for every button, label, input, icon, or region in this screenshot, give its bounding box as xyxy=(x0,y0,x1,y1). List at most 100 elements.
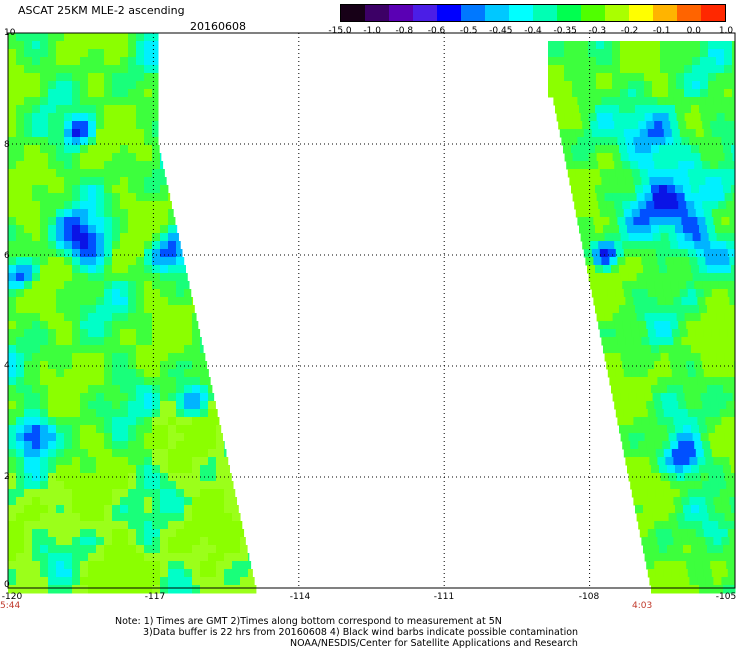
swath-cell xyxy=(705,417,714,426)
swath-cell xyxy=(32,41,41,50)
swath-cell xyxy=(120,65,129,74)
swath-cell xyxy=(144,457,153,466)
swath-cell xyxy=(152,105,159,114)
swath-cell xyxy=(619,425,628,434)
swath-cell xyxy=(80,569,89,578)
swath-cell xyxy=(176,305,185,314)
swath-cell xyxy=(703,449,713,458)
swath-cell xyxy=(655,489,665,498)
swath-cell xyxy=(152,41,159,50)
swath-cell xyxy=(112,553,121,562)
swath-cell xyxy=(216,561,225,570)
swath-cell xyxy=(604,313,614,322)
swath-cell xyxy=(620,113,630,122)
swath-cell xyxy=(694,321,703,330)
swath-cell xyxy=(48,553,57,562)
swath-cell xyxy=(80,457,89,466)
swath-cell xyxy=(40,177,49,186)
swath-cell xyxy=(721,377,730,386)
swath-cell xyxy=(48,185,57,194)
color-scale-label: -0.8 xyxy=(395,26,414,36)
swath-cell xyxy=(40,313,49,322)
swath-cell xyxy=(184,553,193,562)
swath-cell xyxy=(208,553,217,562)
swath-cell xyxy=(144,265,153,274)
swath-cell xyxy=(240,553,249,562)
swath-cell xyxy=(184,513,193,522)
color-scale-label: 1.0 xyxy=(718,26,734,36)
swath-cell xyxy=(48,169,57,178)
swath-cell xyxy=(136,393,145,402)
swath-cell xyxy=(676,57,685,66)
swath-cell xyxy=(622,201,631,210)
swath-cell xyxy=(48,361,57,370)
swath-cell xyxy=(591,289,601,298)
swath-cell xyxy=(24,201,33,210)
swath-cell xyxy=(32,393,41,402)
swath-cell xyxy=(48,129,57,138)
swath-cell xyxy=(683,345,692,354)
swath-cell xyxy=(136,161,145,170)
swath-cell xyxy=(120,209,129,218)
lat-tick-8: 8 xyxy=(4,140,10,150)
swath-cell xyxy=(248,561,252,570)
swath-cell xyxy=(619,185,628,194)
swath-cell xyxy=(32,465,41,474)
swath-cell xyxy=(16,489,25,498)
swath-cell xyxy=(643,345,652,354)
swath-cell xyxy=(668,393,678,402)
swath-cell xyxy=(120,41,129,50)
swath-cell xyxy=(40,33,49,42)
swath-cell xyxy=(721,497,730,506)
swath-cell xyxy=(40,481,49,490)
swath-cell xyxy=(729,577,736,586)
swath-cell xyxy=(152,81,159,90)
swath-cell xyxy=(80,489,89,498)
swath-cell xyxy=(176,329,185,338)
swath-cell xyxy=(144,129,153,138)
swath-cell xyxy=(48,521,57,530)
swath-cell xyxy=(625,97,634,106)
swath-cell xyxy=(572,113,582,122)
swath-cell xyxy=(665,97,674,106)
swath-cell xyxy=(732,553,736,562)
swath-cell xyxy=(668,89,677,98)
swath-cell xyxy=(16,497,25,506)
swath-cell xyxy=(80,353,89,362)
swath-cell xyxy=(184,393,193,402)
swath-cell xyxy=(673,217,682,226)
swath-cell xyxy=(136,529,145,538)
swath-cell xyxy=(694,121,703,130)
swath-cell xyxy=(630,321,639,330)
swath-cell xyxy=(623,129,633,138)
swath-cell xyxy=(726,361,735,370)
swath-cell xyxy=(24,313,33,322)
swath-cell xyxy=(24,153,33,162)
swath-cell xyxy=(64,505,73,514)
swath-cell xyxy=(136,545,145,554)
swath-cell xyxy=(216,545,225,554)
swath-cell xyxy=(144,561,153,570)
swath-cell xyxy=(700,553,710,562)
swath-cell xyxy=(716,73,725,82)
swath-cell xyxy=(144,169,153,178)
swath-cell xyxy=(40,265,49,274)
swath-cell xyxy=(719,529,729,538)
swath-cell xyxy=(104,73,113,82)
swath-cell xyxy=(152,441,161,450)
swath-cell xyxy=(668,193,678,202)
swath-cell xyxy=(128,425,137,434)
swath-cell xyxy=(667,425,676,434)
swath-cell xyxy=(40,161,49,170)
swath-cell xyxy=(96,337,105,346)
swath-cell xyxy=(631,369,641,378)
swath-cell xyxy=(689,417,698,426)
swath-cell xyxy=(558,121,567,130)
swath-cell xyxy=(24,321,33,330)
swath-cell xyxy=(40,585,49,594)
swath-cell xyxy=(716,313,726,322)
swath-cell xyxy=(72,577,81,586)
swath-cell xyxy=(128,401,137,410)
swath-cell xyxy=(56,177,65,186)
swath-cell xyxy=(72,113,81,122)
